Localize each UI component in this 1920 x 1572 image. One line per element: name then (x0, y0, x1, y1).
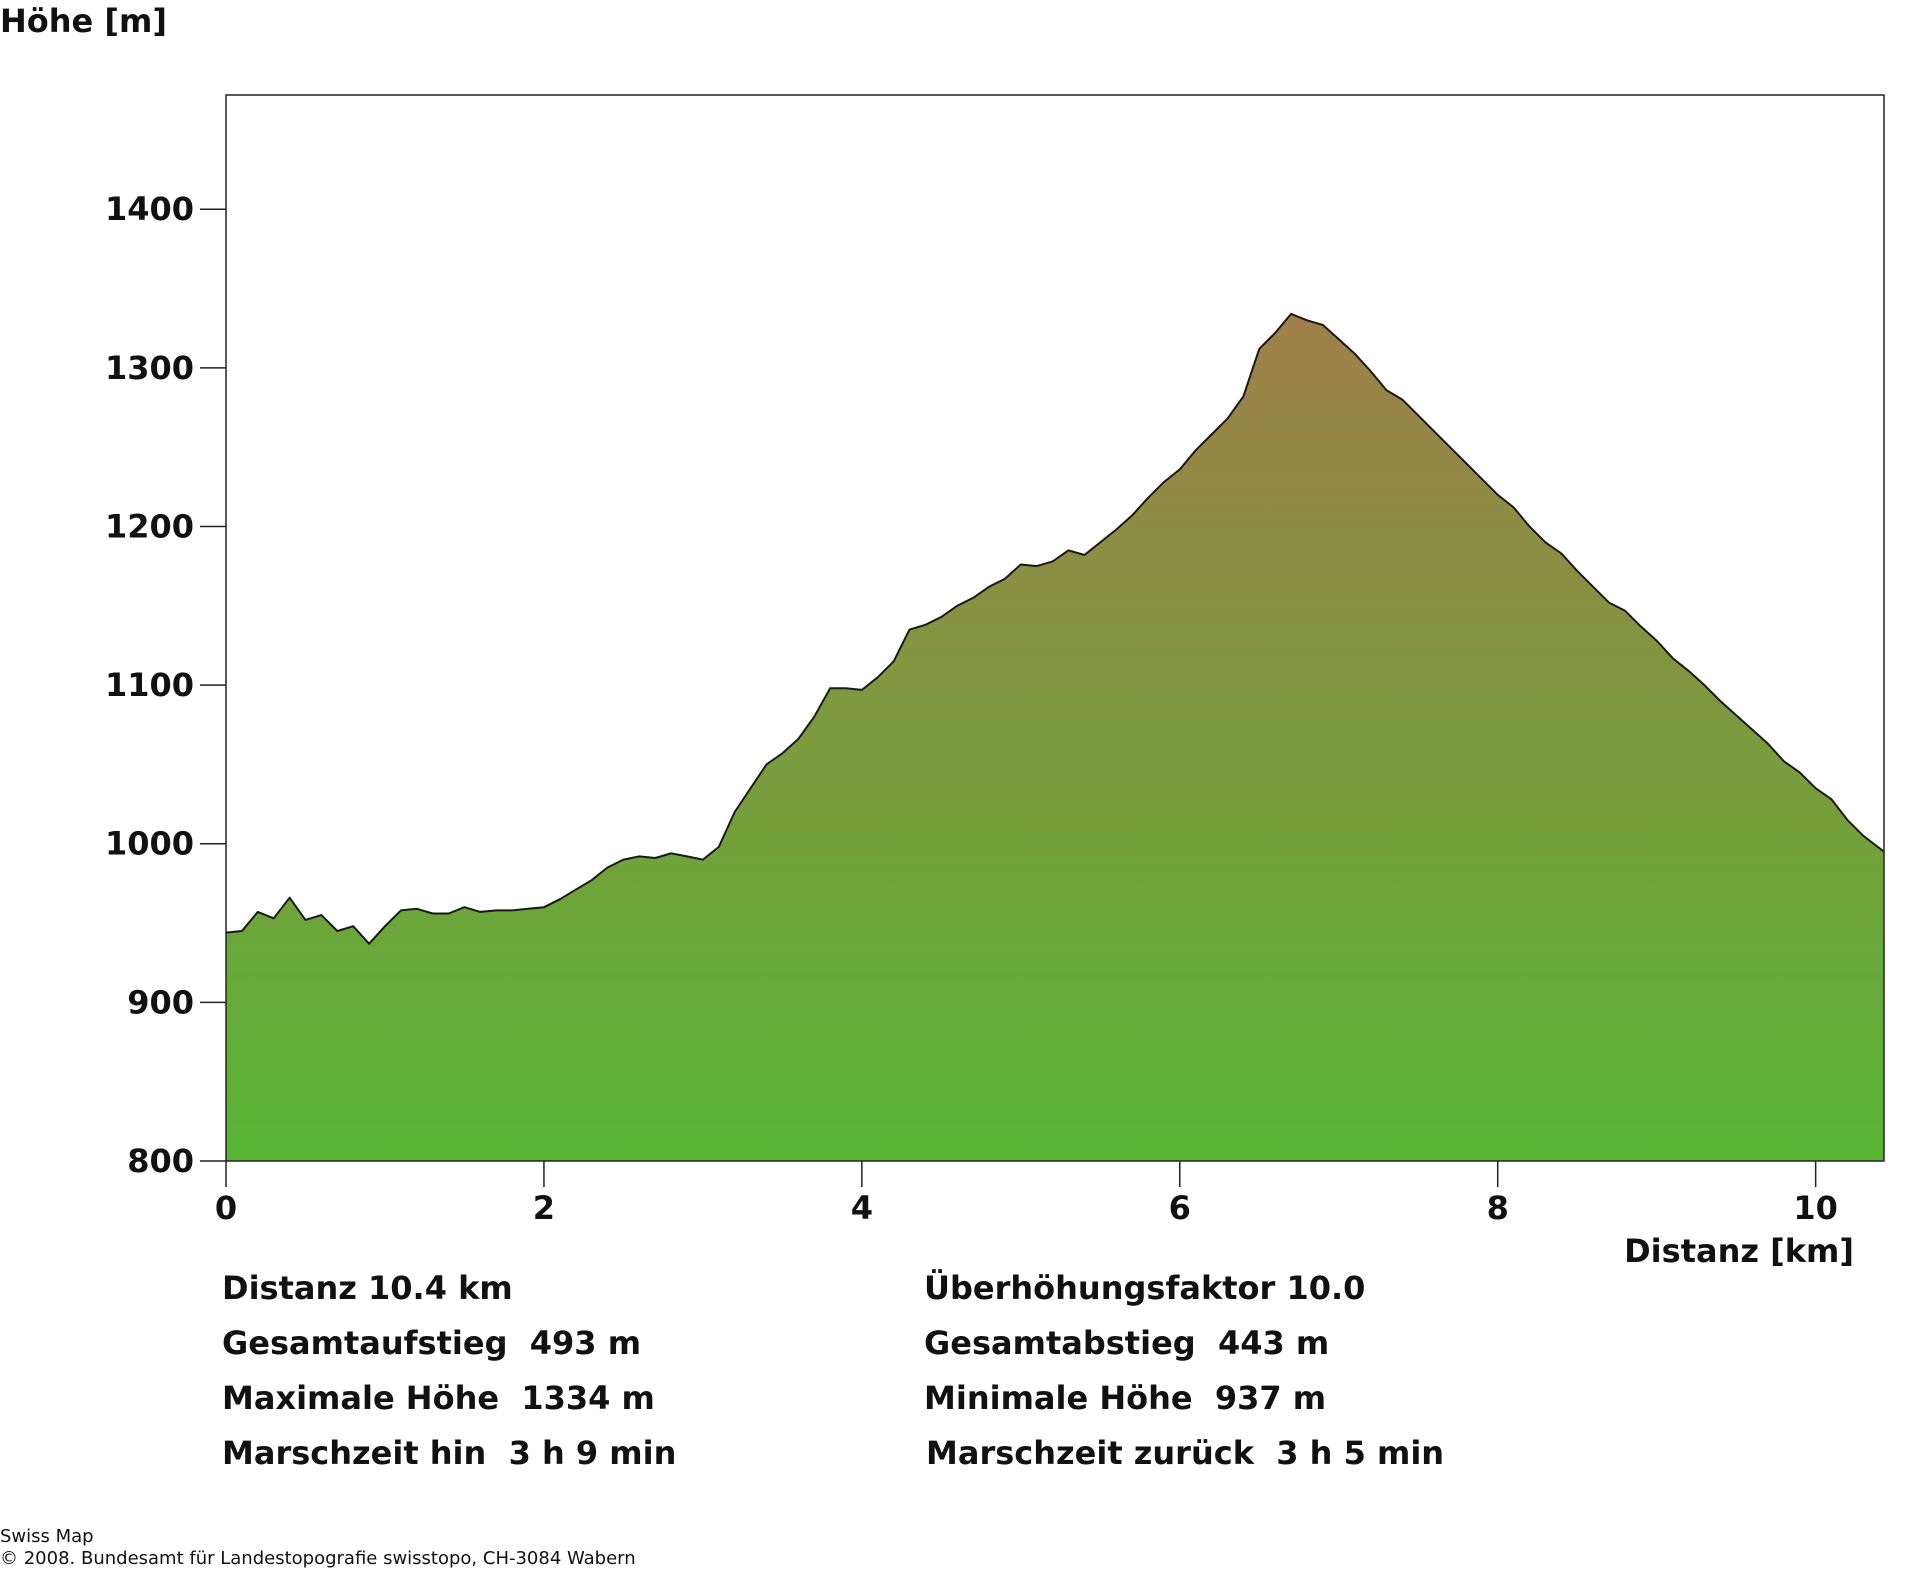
y-tick-label: 1000 (105, 825, 194, 863)
elevation-chart: 800 900 1000 1100 1200 1300 1400 0 2 4 6 8 10 Höhe … (0, 2, 1885, 1270)
y-axis-title: Höhe [m] (0, 2, 167, 40)
stat-descent: Gesamtabstieg 443 m (924, 1324, 1330, 1362)
elevation-area (226, 313, 1884, 1161)
y-tick-label: 800 (127, 1142, 194, 1180)
x-tick-label: 6 (1169, 1189, 1191, 1227)
stat-exaggeration: Überhöhungsfaktor 10.0 (924, 1269, 1366, 1307)
stat-time-out: Marschzeit hin 3 h 9 min (222, 1434, 677, 1472)
footer-source: Swiss Map (0, 1526, 94, 1547)
plot-frame (225, 94, 1885, 1162)
footer-copyright: © 2008. Bundesamt für Landestopografie s… (0, 1548, 636, 1569)
y-tick-label: 1200 (105, 507, 194, 545)
y-tick-label: 1400 (105, 190, 194, 228)
stat-time-back: Marschzeit zurück 3 h 5 min (926, 1434, 1445, 1472)
stat-min-height: Minimale Höhe 937 m (924, 1379, 1327, 1417)
y-tick-label: 1100 (105, 666, 194, 704)
y-tick-label: 1300 (105, 349, 194, 387)
x-tick-label: 10 (1793, 1189, 1838, 1227)
y-tick-label: 900 (127, 983, 194, 1021)
stat-distance: Distanz 10.4 km (222, 1269, 513, 1307)
elevation-profile-line (225, 312, 1885, 945)
x-tick-label: 2 (533, 1189, 555, 1227)
x-axis-title: Distanz [km] (1624, 1232, 1854, 1270)
x-tick-label: 4 (851, 1189, 873, 1227)
stat-ascent: Gesamtaufstieg 493 m (222, 1324, 642, 1362)
stat-max-height: Maximale Höhe 1334 m (222, 1379, 655, 1417)
x-tick-label: 0 (215, 1189, 237, 1227)
x-tick-label: 8 (1487, 1189, 1509, 1227)
